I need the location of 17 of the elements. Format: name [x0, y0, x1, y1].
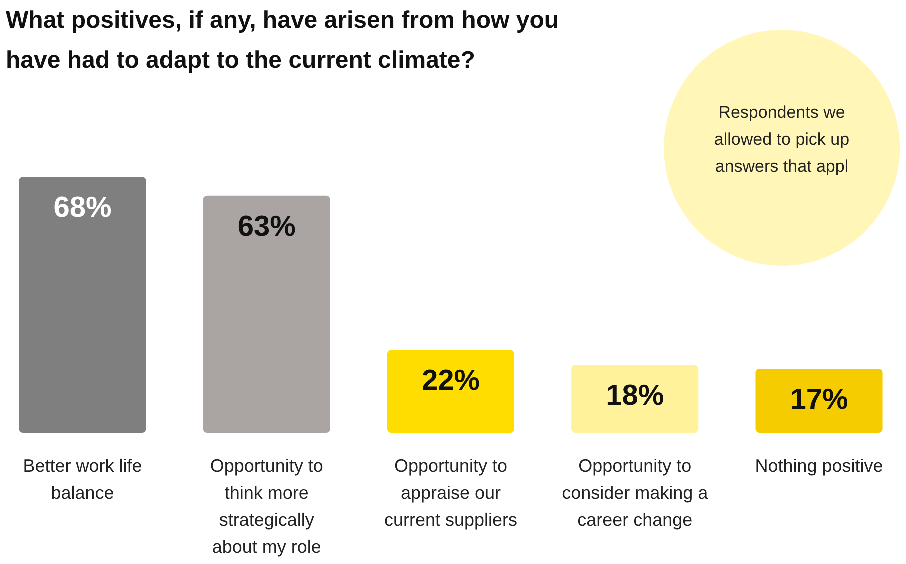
bar: [19, 177, 146, 433]
bar: [756, 369, 883, 433]
bar: [203, 196, 330, 433]
data-label: 68%: [54, 192, 112, 224]
data-label: 17%: [790, 384, 848, 416]
bar: [387, 350, 515, 433]
x-tick-label: Opportunity to think more strategically about my role: [210, 456, 324, 557]
text: Respondents we allowed to pick up answers that appl: [714, 103, 850, 176]
x-tick-label: Opportunity to appraise our current suppliers: [384, 456, 518, 530]
x-tick-label: Opportunity to consider making a career change: [562, 456, 710, 530]
bar: [572, 365, 699, 433]
data-label: 63%: [238, 210, 296, 243]
x-tick-label: Better work life balance: [23, 456, 142, 503]
data-label: 18%: [606, 380, 664, 412]
data-label: 22%: [422, 365, 480, 398]
x-tick-label: Nothing positive: [755, 456, 884, 476]
chart-title: What positives, if any, have arisen from how you have had to adapt to the current climate?: [6, 7, 560, 74]
